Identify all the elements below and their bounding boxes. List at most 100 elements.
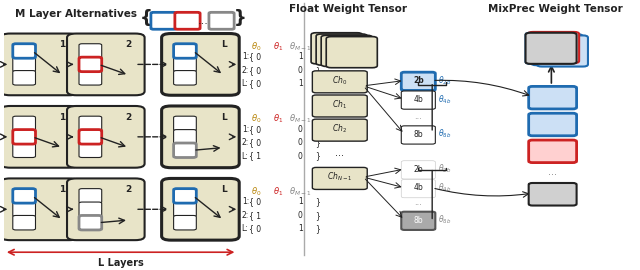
Text: 2b: 2b	[413, 76, 424, 85]
FancyBboxPatch shape	[1, 178, 78, 240]
Text: 2b: 2b	[413, 164, 423, 174]
FancyBboxPatch shape	[13, 130, 35, 144]
FancyBboxPatch shape	[401, 161, 435, 179]
Text: $\theta_{4b}$: $\theta_{4b}$	[438, 93, 451, 106]
Text: $\theta_{M-1}$: $\theta_{M-1}$	[289, 185, 312, 198]
FancyBboxPatch shape	[321, 35, 372, 66]
Text: $\theta_{2b}$: $\theta_{2b}$	[438, 163, 451, 175]
FancyBboxPatch shape	[67, 178, 145, 240]
FancyBboxPatch shape	[79, 130, 102, 144]
FancyBboxPatch shape	[79, 143, 102, 157]
Text: ...: ...	[414, 198, 422, 207]
FancyBboxPatch shape	[67, 106, 145, 168]
Text: $Ch_1$: $Ch_1$	[332, 98, 347, 111]
FancyBboxPatch shape	[162, 106, 239, 168]
Text: Float Weight Tensor: Float Weight Tensor	[289, 4, 406, 14]
Text: 2:: 2:	[242, 138, 249, 147]
FancyBboxPatch shape	[326, 37, 378, 68]
Text: 8b: 8b	[413, 130, 423, 139]
Text: ...: ...	[548, 167, 557, 177]
FancyBboxPatch shape	[173, 57, 196, 72]
Text: { 0: { 0	[249, 125, 261, 134]
Text: 0: 0	[298, 151, 303, 161]
FancyBboxPatch shape	[173, 70, 196, 85]
Text: }: }	[315, 197, 320, 206]
FancyBboxPatch shape	[173, 215, 196, 230]
FancyBboxPatch shape	[173, 44, 196, 58]
FancyBboxPatch shape	[151, 12, 176, 29]
Text: 2: 2	[125, 113, 132, 122]
Text: 1: 1	[60, 113, 66, 122]
Text: $Ch_0$: $Ch_0$	[332, 74, 347, 87]
FancyBboxPatch shape	[173, 143, 196, 157]
Text: MixPrec Weight Tensor: MixPrec Weight Tensor	[488, 4, 623, 14]
FancyBboxPatch shape	[401, 91, 435, 109]
FancyBboxPatch shape	[13, 57, 35, 72]
FancyBboxPatch shape	[173, 116, 196, 131]
FancyBboxPatch shape	[311, 33, 362, 64]
FancyBboxPatch shape	[79, 215, 102, 230]
Text: }: }	[315, 211, 320, 220]
FancyBboxPatch shape	[529, 113, 577, 136]
Text: }: }	[315, 138, 320, 147]
Text: 2:: 2:	[242, 211, 249, 220]
Text: 0: 0	[298, 211, 303, 220]
Text: ...: ...	[335, 148, 344, 158]
Text: 1: 1	[298, 52, 303, 61]
FancyBboxPatch shape	[312, 167, 367, 190]
Text: }: }	[315, 224, 320, 233]
Text: 2: 2	[125, 40, 132, 49]
Text: $\theta_{8b}$: $\theta_{8b}$	[438, 214, 451, 226]
Text: 2: 2	[125, 185, 132, 194]
Text: $\theta_1$: $\theta_1$	[273, 185, 283, 198]
FancyBboxPatch shape	[79, 57, 102, 72]
FancyBboxPatch shape	[79, 57, 102, 72]
Text: 4b: 4b	[413, 183, 423, 192]
FancyBboxPatch shape	[529, 86, 577, 109]
Text: 1:: 1:	[242, 52, 249, 61]
Text: Ch: Ch	[364, 35, 374, 44]
FancyBboxPatch shape	[312, 95, 367, 117]
Text: 1: 1	[298, 79, 303, 88]
FancyBboxPatch shape	[13, 215, 35, 230]
FancyBboxPatch shape	[525, 33, 577, 64]
Text: { 0: { 0	[249, 224, 261, 233]
Text: $\theta_{2b}$: $\theta_{2b}$	[438, 74, 451, 87]
Text: { 1: { 1	[249, 151, 261, 161]
FancyBboxPatch shape	[79, 44, 102, 58]
FancyBboxPatch shape	[13, 189, 35, 203]
FancyBboxPatch shape	[13, 189, 35, 203]
Text: }: }	[315, 52, 320, 61]
Text: { 0: { 0	[249, 52, 261, 61]
Text: $Ch_{N-1}$: $Ch_{N-1}$	[326, 171, 352, 183]
FancyBboxPatch shape	[401, 126, 435, 144]
Text: $\theta_{M-1}$: $\theta_{M-1}$	[289, 113, 312, 125]
Text: {: {	[140, 9, 152, 27]
Text: ...: ...	[198, 16, 209, 26]
FancyBboxPatch shape	[529, 183, 577, 205]
FancyBboxPatch shape	[173, 202, 196, 217]
FancyBboxPatch shape	[79, 130, 102, 144]
Text: L:: L:	[242, 151, 248, 161]
Text: $\theta_{4b}$: $\theta_{4b}$	[438, 181, 451, 194]
Text: L Layers: L Layers	[98, 258, 143, 268]
Text: L:: L:	[242, 79, 248, 88]
FancyBboxPatch shape	[13, 202, 35, 217]
Text: 1: 1	[298, 224, 303, 233]
FancyBboxPatch shape	[209, 12, 234, 29]
FancyBboxPatch shape	[79, 70, 102, 85]
Text: L:: L:	[242, 224, 248, 233]
Text: 0: 0	[298, 66, 303, 75]
Text: L: L	[221, 40, 227, 49]
Text: { 0: { 0	[249, 197, 261, 206]
FancyBboxPatch shape	[1, 106, 78, 168]
FancyBboxPatch shape	[13, 116, 35, 131]
Text: 1: 1	[60, 40, 66, 49]
FancyBboxPatch shape	[162, 178, 239, 240]
Text: $\theta_{M-1}$: $\theta_{M-1}$	[289, 40, 312, 53]
FancyBboxPatch shape	[525, 33, 577, 64]
Text: 4b: 4b	[413, 95, 423, 104]
Text: $Ch_2$: $Ch_2$	[332, 123, 347, 135]
FancyBboxPatch shape	[316, 34, 367, 65]
FancyBboxPatch shape	[13, 130, 35, 144]
